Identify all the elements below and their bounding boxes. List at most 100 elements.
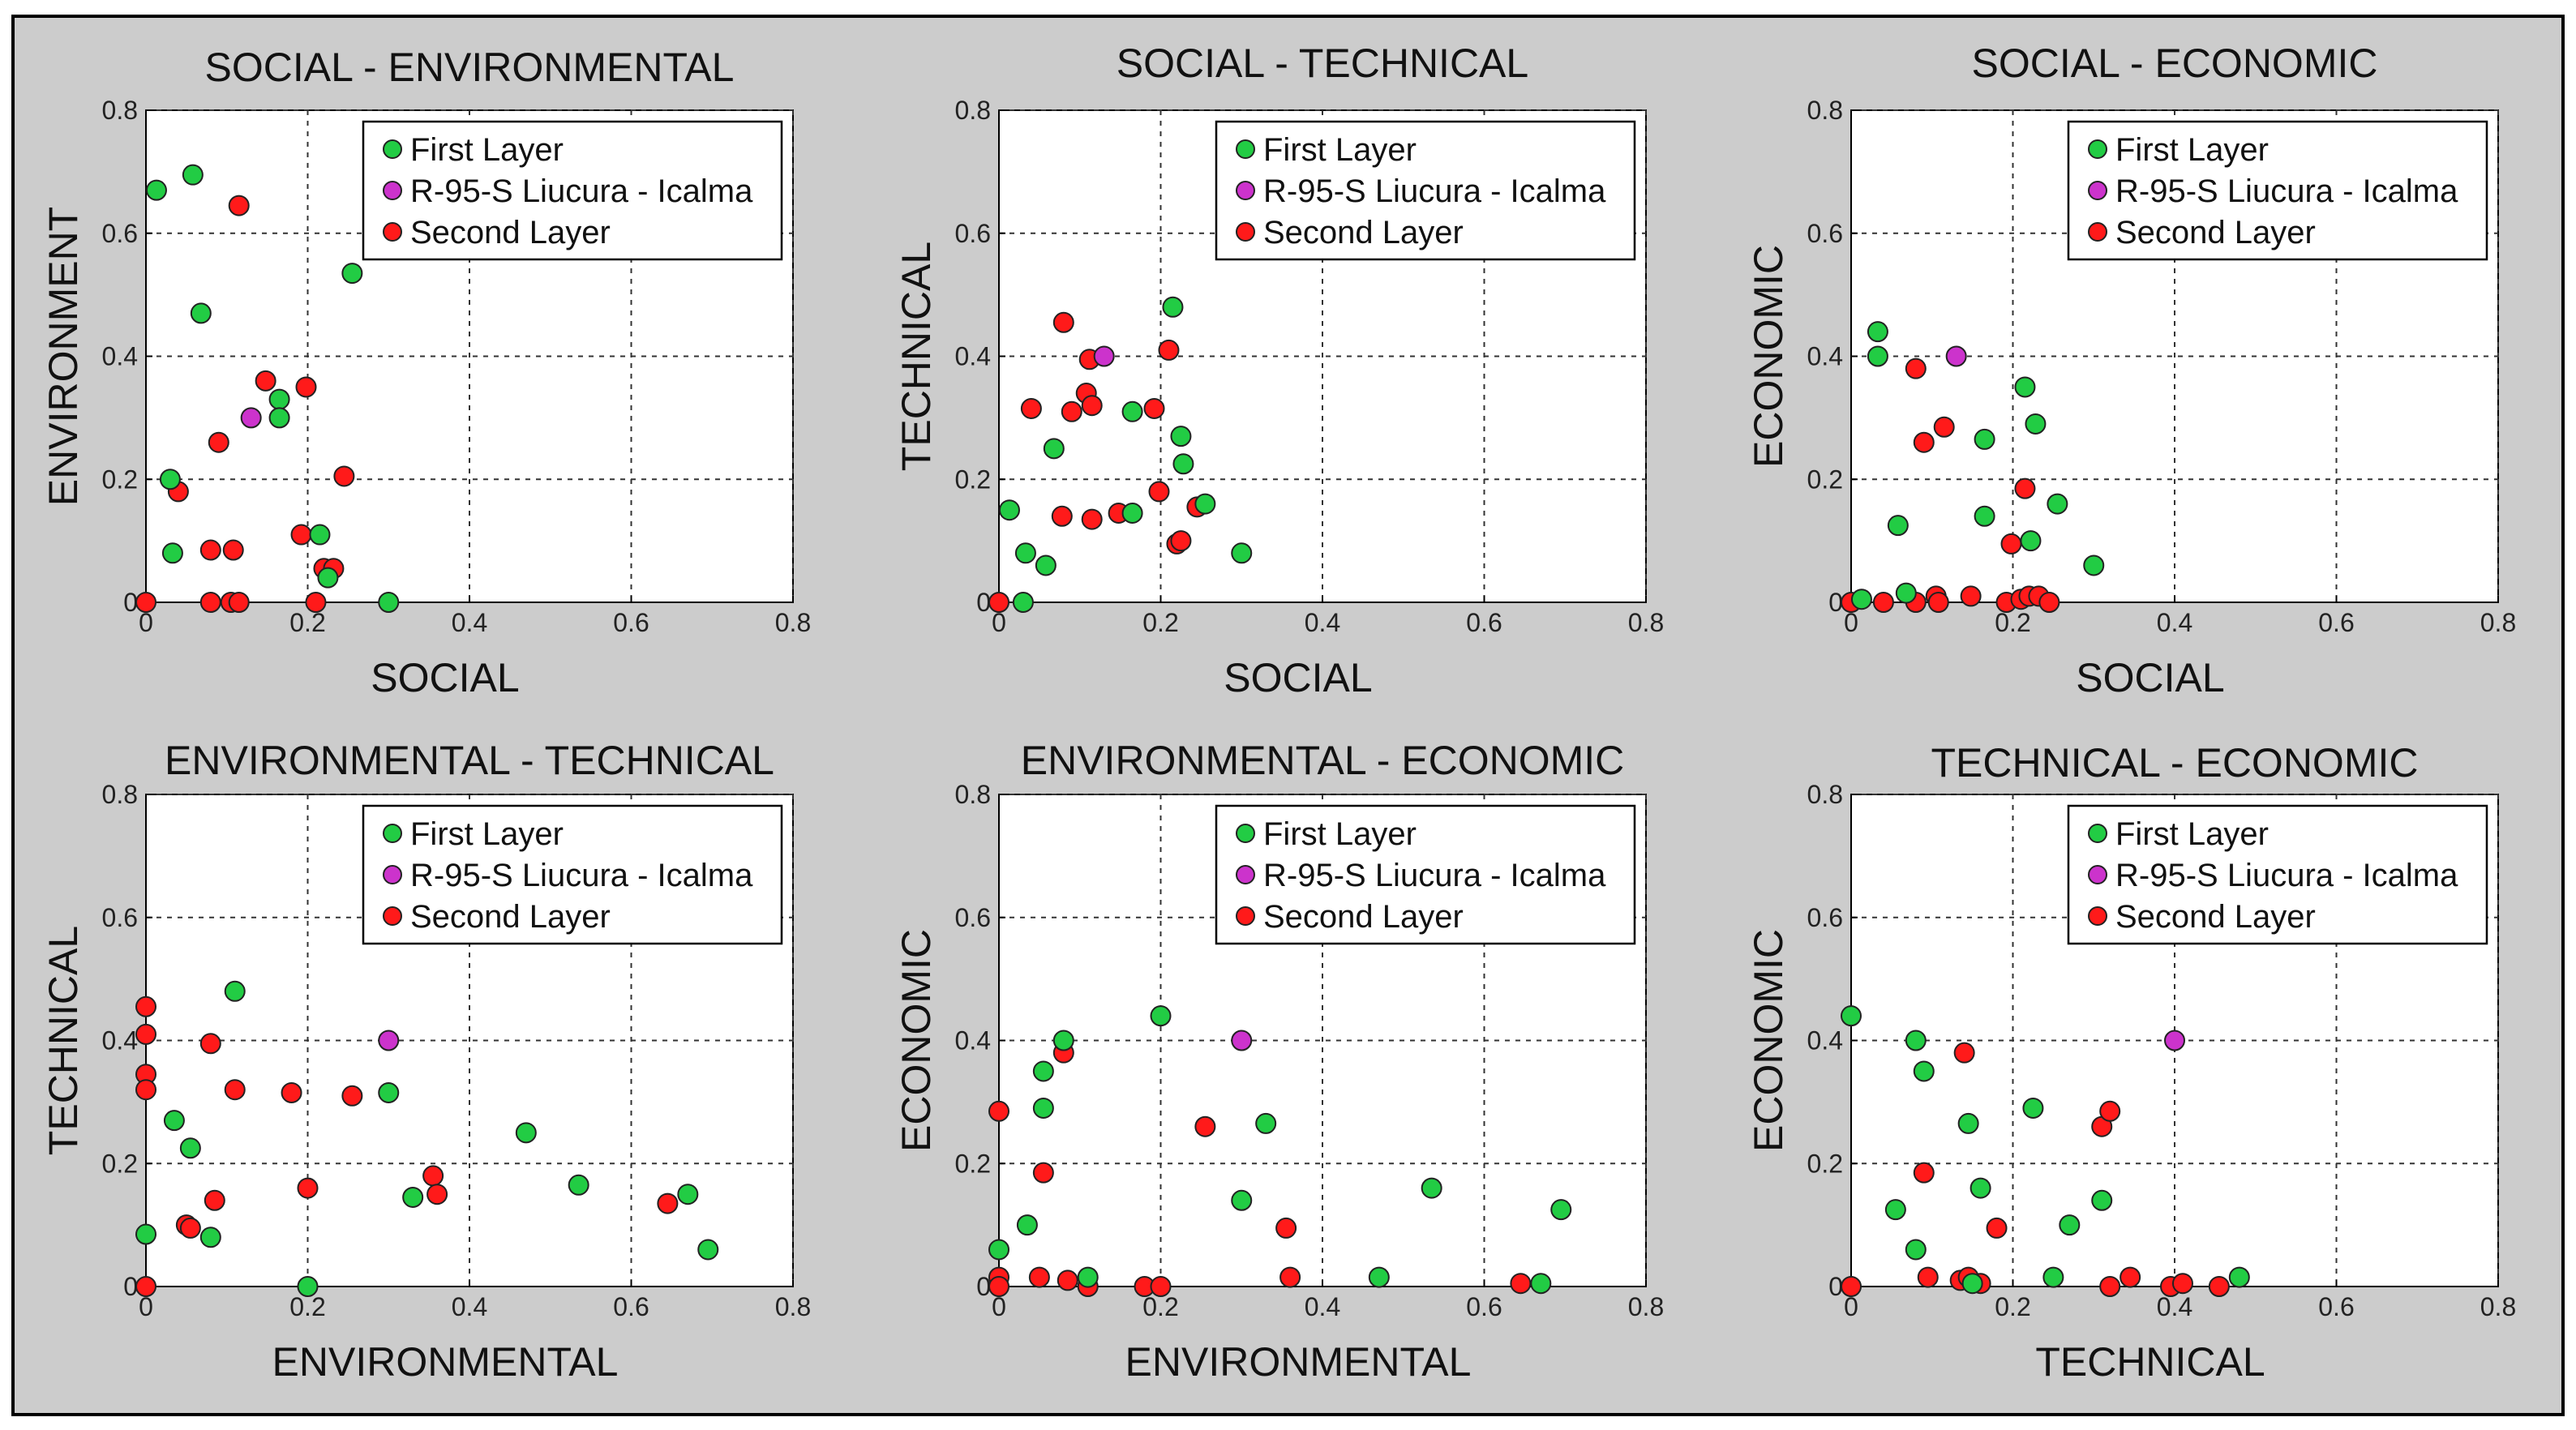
- x-tick-label: 0: [1844, 608, 1858, 637]
- data-point-first-layer: [1970, 1177, 1991, 1199]
- data-point-first-layer: [1043, 438, 1065, 460]
- legend-marker-second-layer: [1236, 906, 1255, 926]
- legend-marker-first-layer: [383, 824, 402, 843]
- data-point-first-layer: [1255, 1112, 1277, 1134]
- data-point-first-layer: [179, 1137, 201, 1159]
- data-point-second-layer: [426, 1184, 448, 1205]
- data-point-second-layer: [1927, 592, 1949, 613]
- data-point-second-layer: [1872, 592, 1894, 613]
- data-point-second-layer: [208, 431, 229, 453]
- y-tick-label: 0.4: [102, 342, 138, 371]
- y-tick-label: 0.8: [102, 780, 138, 809]
- data-point-first-layer: [1150, 1005, 1172, 1027]
- y-tick-label: 0.6: [102, 219, 138, 248]
- data-point-second-layer: [988, 1276, 1009, 1297]
- data-point-first-layer: [1913, 1060, 1935, 1082]
- y-tick-label: 0.2: [102, 465, 138, 494]
- data-point-first-layer: [317, 567, 339, 589]
- legend-box: [362, 804, 783, 945]
- data-point-first-layer: [1032, 1060, 1054, 1082]
- legend-marker-route: [2088, 865, 2107, 884]
- data-point-route: [240, 407, 262, 429]
- legend-marker-second-layer: [383, 222, 402, 242]
- y-tick-label: 0.2: [955, 1149, 991, 1178]
- legend-marker-route: [1236, 181, 1255, 200]
- data-point-first-layer: [1121, 400, 1143, 422]
- legend-marker-route: [383, 181, 402, 200]
- legend-entry: R-95-S Liucura - Icalma: [410, 173, 753, 209]
- data-point-first-layer: [1957, 1112, 1979, 1134]
- data-point-first-layer: [2022, 1097, 2044, 1119]
- legend-entry: Second Layer: [1263, 215, 1464, 250]
- legend-entry: R-95-S Liucura - Icalma: [2115, 858, 2458, 893]
- data-point-second-layer: [281, 1081, 302, 1103]
- data-point-second-layer: [1061, 400, 1082, 422]
- data-point-second-layer: [1028, 1266, 1050, 1288]
- data-point-second-layer: [2208, 1276, 2230, 1297]
- chart-title: TECHNICAL - ECONOMIC: [1931, 740, 2419, 786]
- data-point-second-layer: [1143, 397, 1165, 419]
- legend-marker-route: [383, 865, 402, 884]
- data-point-first-layer: [2059, 1214, 2081, 1236]
- data-point-first-layer: [1052, 1030, 1074, 1051]
- legend-entry: Second Layer: [2115, 899, 2316, 935]
- data-point-second-layer: [199, 592, 221, 613]
- data-point-second-layer: [224, 1079, 246, 1101]
- y-tick-label: 0.8: [1807, 96, 1843, 125]
- data-point-second-layer: [1081, 508, 1103, 530]
- data-point-second-layer: [255, 370, 276, 392]
- data-point-second-layer: [1057, 1269, 1078, 1291]
- data-point-first-layer: [268, 407, 290, 429]
- y-tick-label: 0.6: [102, 903, 138, 932]
- data-point-route: [1231, 1030, 1253, 1051]
- x-tick-label: 0: [1844, 1292, 1858, 1321]
- x-tick-label: 0.8: [775, 608, 811, 637]
- x-tick-label: 0: [992, 1292, 1006, 1321]
- y-tick-label: 0.8: [102, 96, 138, 125]
- data-point-first-layer: [2020, 530, 2042, 552]
- data-point-second-layer: [1052, 311, 1074, 333]
- x-axis-label: TECHNICAL: [2035, 1339, 2265, 1385]
- chart-panel-3: 0 0.2 0.4 0.6 0.8 0 0.2 0.4 0.6 0.8 SOCIAL - ECONO…: [1746, 41, 2516, 700]
- x-tick-label: 0.2: [1995, 1292, 2030, 1321]
- data-point-second-layer: [1510, 1273, 1532, 1295]
- y-tick-label: 0: [976, 588, 991, 617]
- data-point-first-layer: [998, 499, 1020, 521]
- data-point-second-layer: [333, 465, 355, 487]
- data-point-first-layer: [1194, 493, 1216, 515]
- data-point-second-layer: [1081, 395, 1103, 417]
- charts-layer: 0 0.2 0.4 0.6 0.8 0 0.2 0.4 0.6 0.8 SOCIAL - ENVIR…: [41, 41, 2516, 1385]
- legend-entry: First Layer: [410, 816, 564, 852]
- data-point-second-layer: [290, 524, 312, 546]
- legend-entry: First Layer: [1263, 816, 1417, 852]
- data-point-first-layer: [182, 164, 204, 186]
- legend-box: [1215, 804, 1636, 945]
- x-tick-label: 0: [139, 1292, 153, 1321]
- x-tick-label: 0.6: [613, 608, 649, 637]
- legend: First Layer R-95-S Liucura - Icalma Second…: [362, 120, 783, 261]
- x-tick-label: 0.4: [2157, 1292, 2192, 1321]
- data-point-first-layer: [297, 1276, 319, 1297]
- data-point-second-layer: [228, 592, 250, 613]
- data-point-first-layer: [2083, 554, 2105, 576]
- data-point-first-layer: [341, 263, 363, 285]
- data-point-first-layer: [1016, 1214, 1038, 1236]
- legend-entry: Second Layer: [410, 215, 611, 250]
- data-point-route: [2164, 1030, 2185, 1051]
- data-point-second-layer: [199, 1033, 221, 1055]
- legend-marker-first-layer: [383, 139, 402, 159]
- data-point-second-layer: [228, 195, 250, 216]
- y-tick-label: 0.8: [955, 96, 991, 125]
- data-point-first-layer: [1905, 1239, 1927, 1261]
- data-point-first-layer: [1231, 542, 1253, 564]
- data-point-second-layer: [341, 1085, 363, 1107]
- data-point-first-layer: [1077, 1266, 1099, 1288]
- y-axis-label: TECHNICAL: [894, 242, 939, 471]
- data-point-first-layer: [1231, 1189, 1253, 1211]
- legend-entry: R-95-S Liucura - Icalma: [1263, 858, 1606, 893]
- data-point-second-layer: [2099, 1276, 2121, 1297]
- x-tick-label: 0.8: [2480, 1292, 2516, 1321]
- y-tick-label: 0.2: [1807, 1149, 1843, 1178]
- data-point-first-layer: [1012, 592, 1034, 613]
- data-point-first-layer: [268, 388, 290, 410]
